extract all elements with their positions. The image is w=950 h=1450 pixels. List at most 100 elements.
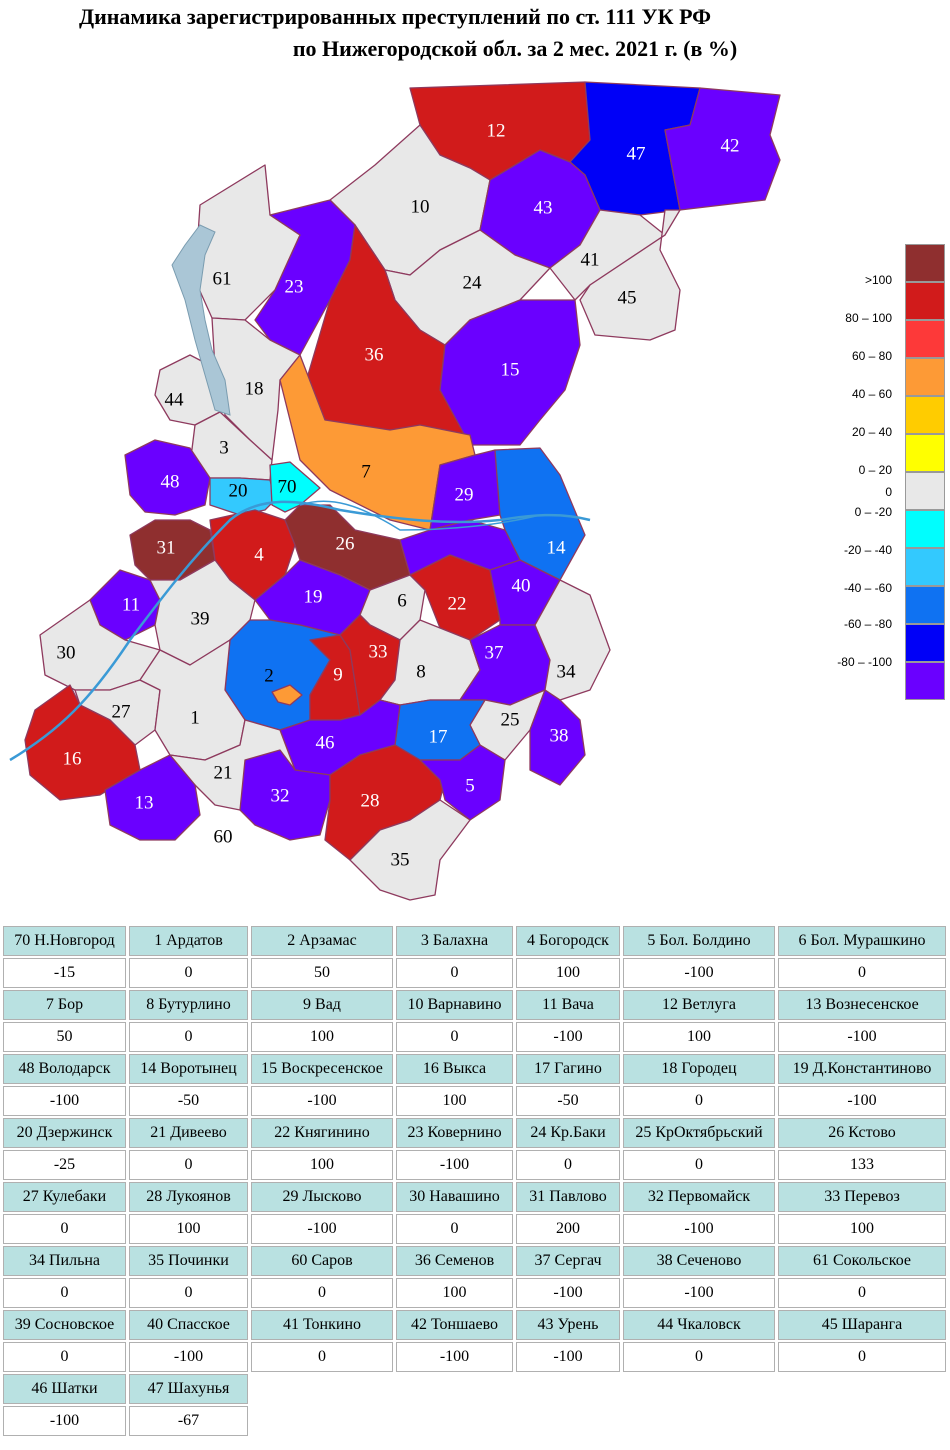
region-38[interactable] bbox=[529, 689, 586, 786]
region-45[interactable] bbox=[579, 209, 681, 341]
region-value-cell: 0 bbox=[251, 1342, 393, 1372]
region-value-cell: -50 bbox=[516, 1086, 620, 1116]
region-name-cell: 37 Сергач bbox=[516, 1246, 620, 1276]
legend-label: 60 – 80 bbox=[851, 349, 892, 363]
region-value-cell: 0 bbox=[129, 1278, 248, 1308]
region-name-cell: 8 Бутурлино bbox=[129, 990, 248, 1020]
map-label-10: 10 bbox=[411, 196, 430, 217]
map-label-34: 34 bbox=[557, 661, 577, 682]
region-name-cell: 42 Тоншаево bbox=[396, 1310, 513, 1340]
region-name-cell: 61 Сокольское bbox=[778, 1246, 946, 1276]
legend-swatch bbox=[905, 472, 945, 510]
map-label-61: 61 bbox=[213, 268, 232, 289]
map-label-21: 21 bbox=[214, 762, 233, 783]
region-value-cell: -100 bbox=[3, 1086, 126, 1116]
region-name-cell: 17 Гагино bbox=[516, 1054, 620, 1084]
legend-swatch bbox=[905, 396, 945, 434]
map-label-12: 12 bbox=[487, 120, 506, 141]
legend-swatch bbox=[905, 282, 945, 320]
region-name-cell: 9 Вад bbox=[251, 990, 393, 1020]
region-name-cell: 28 Лукоянов bbox=[129, 1182, 248, 1212]
region-name-cell: 2 Арзамас bbox=[251, 926, 393, 956]
map-label-24: 24 bbox=[463, 272, 483, 293]
region-name-cell: 20 Дзержинск bbox=[3, 1118, 126, 1148]
region-name-cell: 25 КрОктябрьский bbox=[623, 1118, 775, 1148]
map-label-46: 46 bbox=[316, 732, 335, 753]
region-2-center[interactable] bbox=[271, 684, 303, 706]
region-value-cell: -100 bbox=[396, 1150, 513, 1180]
region-32[interactable] bbox=[239, 749, 331, 841]
map-label-19: 19 bbox=[304, 586, 323, 607]
map-title-line-1: Динамика зарегистрированных преступлений… bbox=[78, 4, 712, 29]
map-label-14: 14 bbox=[547, 537, 567, 558]
region-value-cell: 100 bbox=[251, 1022, 393, 1052]
map-label-60: 60 bbox=[214, 826, 233, 847]
region-name-cell: 36 Семенов bbox=[396, 1246, 513, 1276]
region-name-cell: 30 Навашино bbox=[396, 1182, 513, 1212]
legend-swatch bbox=[905, 662, 945, 700]
region-value-cell: 100 bbox=[251, 1150, 393, 1180]
region-value-cell: 0 bbox=[623, 1342, 775, 1372]
region-name-cell: 46 Шатки bbox=[3, 1374, 126, 1404]
map-label-45: 45 bbox=[618, 287, 637, 308]
region-name-cell: 43 Урень bbox=[516, 1310, 620, 1340]
oka-river bbox=[9, 500, 591, 762]
region-name-cell: 4 Богородск bbox=[516, 926, 620, 956]
region-value-cell: 0 bbox=[3, 1278, 126, 1308]
region-value-cell: -100 bbox=[778, 1086, 946, 1116]
region-name-cell: 70 Н.Новгород bbox=[3, 926, 126, 956]
map-label-32: 32 bbox=[271, 785, 290, 806]
region-name-cell: 44 Чкаловск bbox=[623, 1310, 775, 1340]
river-detail bbox=[299, 500, 541, 531]
region-value-cell: -25 bbox=[3, 1150, 126, 1180]
region-70[interactable] bbox=[269, 461, 321, 513]
region-name-cell: 33 Перевоз bbox=[778, 1182, 946, 1212]
region-name-cell: 13 Вознесенское bbox=[778, 990, 946, 1020]
region-value-cell: 0 bbox=[396, 958, 513, 988]
legend-swatch bbox=[905, 358, 945, 396]
map-label-36: 36 bbox=[365, 344, 384, 365]
region-value-cell: 50 bbox=[3, 1022, 126, 1052]
region-34[interactable] bbox=[534, 579, 611, 701]
region-value-cell: 100 bbox=[129, 1214, 248, 1244]
region-name-cell: 47 Шахунья bbox=[129, 1374, 248, 1404]
region-5[interactable] bbox=[419, 744, 506, 821]
region-value-cell: -100 bbox=[778, 1022, 946, 1052]
region-22[interactable] bbox=[409, 554, 501, 641]
legend-label: -20 – -40 bbox=[843, 543, 892, 557]
map-label-28: 28 bbox=[361, 790, 380, 811]
region-value-cell: -100 bbox=[623, 958, 775, 988]
region-name-cell: 23 Ковернино bbox=[396, 1118, 513, 1148]
region-value-cell: 0 bbox=[251, 1278, 393, 1308]
map-label-42: 42 bbox=[721, 135, 740, 156]
map-label-26: 26 bbox=[336, 533, 355, 554]
map-label-33: 33 bbox=[369, 641, 388, 662]
map-label-23: 23 bbox=[285, 276, 304, 297]
map-label-37: 37 bbox=[485, 642, 504, 663]
region-value-cell: -100 bbox=[251, 1086, 393, 1116]
region-value-cell: -100 bbox=[516, 1342, 620, 1372]
region-15[interactable] bbox=[439, 299, 581, 446]
region-value-cell: -100 bbox=[129, 1342, 248, 1372]
region-name-cell: 18 Городец bbox=[623, 1054, 775, 1084]
region-name-cell: 39 Сосновское bbox=[3, 1310, 126, 1340]
region-name-cell: 6 Бол. Мурашкино bbox=[778, 926, 946, 956]
region-42[interactable] bbox=[664, 87, 781, 211]
region-name-cell: 5 Бол. Болдино bbox=[623, 926, 775, 956]
map-label-2: 2 bbox=[264, 665, 274, 686]
region-48[interactable] bbox=[124, 439, 211, 516]
region-value-cell: 100 bbox=[396, 1086, 513, 1116]
map-label-31: 31 bbox=[157, 537, 176, 558]
region-value-cell: -100 bbox=[251, 1214, 393, 1244]
region-value-cell: 0 bbox=[778, 958, 946, 988]
region-35[interactable] bbox=[349, 799, 471, 901]
region-name-cell: 45 Шаранга bbox=[778, 1310, 946, 1340]
region-name-cell: 24 Кр.Баки bbox=[516, 1118, 620, 1148]
region-value-cell: -15 bbox=[3, 958, 126, 988]
region-name-cell: 29 Лысково bbox=[251, 1182, 393, 1212]
region-value-cell: 0 bbox=[396, 1022, 513, 1052]
region-name-cell: 12 Ветлуга bbox=[623, 990, 775, 1020]
region-value-cell: 0 bbox=[129, 1150, 248, 1180]
region-13[interactable] bbox=[104, 754, 201, 841]
region-value-cell: -100 bbox=[623, 1214, 775, 1244]
